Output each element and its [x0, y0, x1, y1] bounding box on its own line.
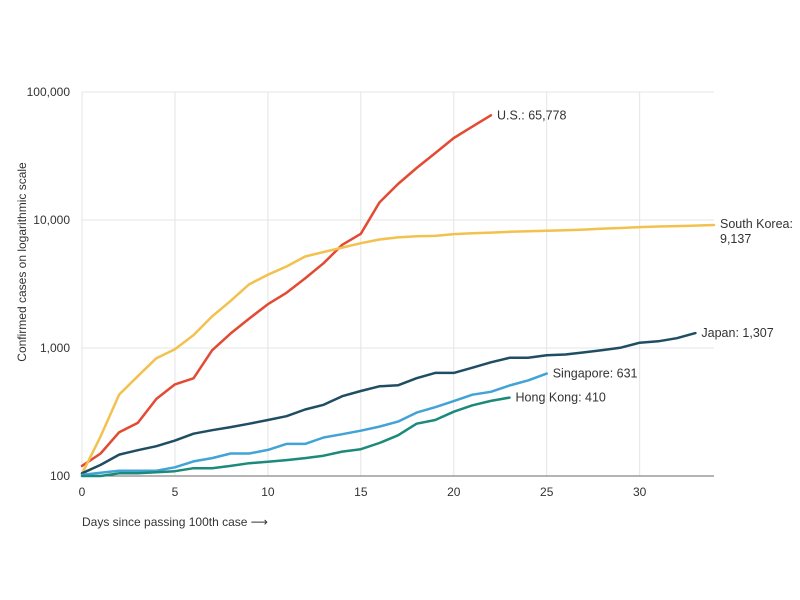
series-label-u-s-: U.S.: 65,778: [497, 108, 567, 122]
axes: 100 1,000 10,000 100,000 0 5 10 15 20 25 30: [27, 85, 714, 499]
series-line-japan: [80, 331, 697, 475]
y-tick-label: 100: [50, 469, 70, 483]
series-lines: [80, 114, 716, 478]
series-label-japan: Japan: 1,307: [701, 326, 773, 340]
x-tick-label: 15: [354, 485, 368, 499]
x-tick-label: 0: [79, 485, 86, 499]
y-tick-label: 10,000: [33, 213, 70, 227]
x-tick-label: 30: [633, 485, 647, 499]
series-line-u-s-: [80, 114, 493, 468]
series-label-hong-kong: Hong Kong: 410: [516, 391, 606, 405]
series-label-singapore: Singapore: 631: [553, 367, 638, 381]
x-axis-title: Days since passing 100th case ⟶: [82, 515, 268, 529]
y-tick-label: 100,000: [27, 85, 71, 99]
y-axis-title: Confirmed cases on logarithmic scale: [15, 162, 29, 362]
gridlines: [81, 91, 714, 476]
y-tick-label: 1,000: [40, 341, 70, 355]
series-labels: U.S.: 65,778 South Korea: 9,137 Japan: 1,30…: [497, 108, 793, 404]
series-line-south-korea: [80, 223, 716, 476]
series-line-singapore: [80, 372, 548, 477]
x-tick-label: 20: [447, 485, 461, 499]
series-label-south-korea: South Korea: 9,137: [720, 217, 793, 246]
x-tick-label: 5: [172, 485, 179, 499]
x-tick-label: 10: [261, 485, 275, 499]
x-tick-label: 25: [540, 485, 554, 499]
series-line-hong-kong: [80, 396, 511, 478]
